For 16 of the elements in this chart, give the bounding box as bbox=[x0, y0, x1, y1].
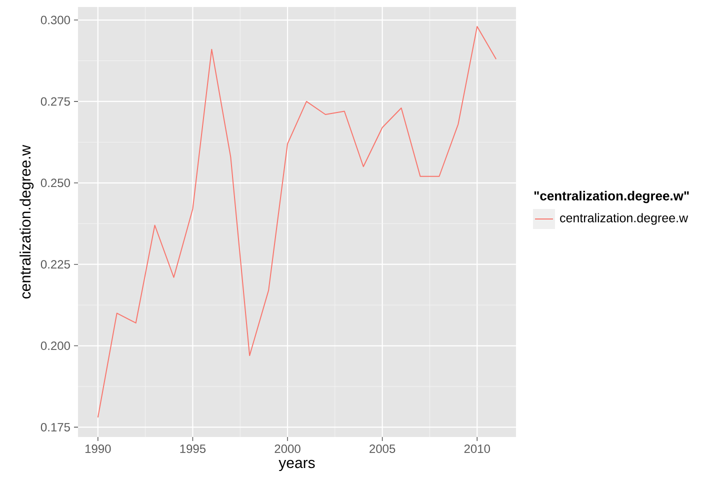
legend-title: "centralization.degree.w" bbox=[534, 190, 689, 204]
y-tick-label: 0.300 bbox=[40, 16, 70, 24]
y-axis-title: centralization.degree.w bbox=[20, 144, 34, 298]
x-tick-label: 1990 bbox=[85, 444, 111, 454]
y-tick-label: 0.225 bbox=[40, 260, 70, 269]
y-tick-label: 0.175 bbox=[40, 422, 70, 432]
legend-label: centralization.degree.w bbox=[560, 213, 688, 225]
y-tick-label: 0.275 bbox=[40, 97, 70, 106]
y-tick-label: 0.200 bbox=[40, 342, 70, 350]
line-series bbox=[97, 26, 497, 418]
x-tick-label: 2005 bbox=[370, 444, 396, 454]
x-tick-label: 2010 bbox=[464, 444, 490, 454]
y-tick-label: 0.250 bbox=[40, 178, 70, 188]
x-tick-label: 2000 bbox=[274, 444, 300, 454]
x-tick-label: 1995 bbox=[180, 444, 206, 454]
x-axis-title: years bbox=[278, 460, 315, 472]
